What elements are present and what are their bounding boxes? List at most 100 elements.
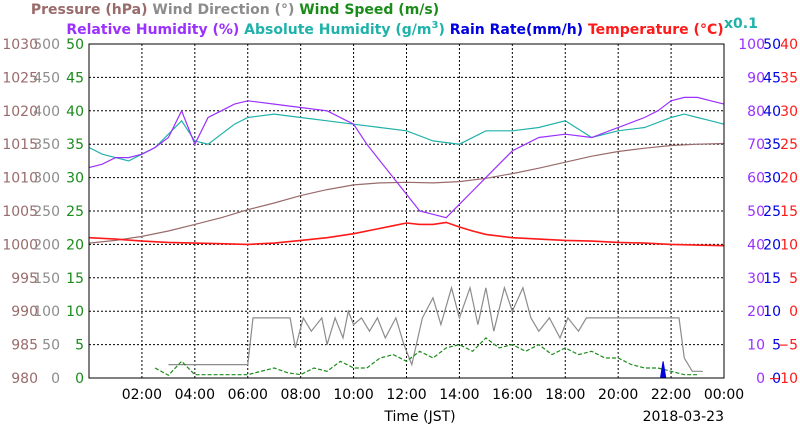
rain-rate-tick-label: 35: [763, 137, 781, 153]
wind-direction-tick-label: 50: [42, 338, 60, 354]
plot-frame: [88, 43, 725, 379]
pressure-tick-label: 990: [11, 304, 38, 320]
wind-direction-tick-label: 0: [51, 371, 60, 387]
date-label: 2018-03-23: [643, 409, 724, 425]
relative-humidity-tick-label: 0: [756, 371, 765, 387]
x-tick-label: 10:00: [333, 387, 373, 403]
wind-speed-tick-label: 25: [66, 204, 84, 220]
pressure-tick-label: 1030: [2, 37, 38, 53]
x-tick-label: 16:00: [492, 387, 532, 403]
legend-entry: Wind Speed (m/s): [294, 2, 439, 18]
x-tick-label: 06:00: [228, 387, 268, 403]
wind-speed-tick-label: 40: [66, 104, 84, 120]
legend-entry: Rain Rate(mm/h): [445, 22, 583, 38]
temperature-tick-label: 15: [780, 204, 798, 220]
relative-humidity-tick-label: 90: [747, 70, 765, 86]
temperature-tick-label: −5: [777, 338, 798, 354]
wind-speed-tick-label: 50: [66, 37, 84, 53]
rain-rate-tick-label: 0: [772, 371, 781, 387]
wind-speed-tick-label: 45: [66, 70, 84, 86]
wind-direction-tick-label: 150: [33, 271, 60, 287]
x-axis-title: Time (JST): [383, 409, 455, 425]
rain-rate-tick-label: 15: [763, 271, 781, 287]
legend-row-1: Pressure (hPa) Wind Direction (°) Wind S…: [31, 2, 439, 18]
series-wind-speed: [154, 337, 698, 377]
pressure-tick-label: 995: [11, 271, 38, 287]
rain-rate-tick-label: 25: [763, 204, 781, 220]
temperature-tick-label: 40: [780, 37, 798, 53]
x-axis: 02:00 04:00 06:00 08:00 10:00 12:00 14:00 16:00…: [122, 387, 744, 403]
scale-note: x0.1: [724, 16, 758, 32]
legend-entry: Relative Humidity (%): [66, 22, 239, 38]
pressure-tick-label: 1005: [2, 204, 38, 220]
relative-humidity-tick-label: 30: [747, 271, 765, 287]
wind-speed-tick-label: 35: [66, 137, 84, 153]
temperature-tick-label: 5: [789, 271, 798, 287]
wind-direction-tick-label: 250: [33, 204, 60, 220]
temperature-tick-label: 20: [780, 171, 798, 187]
left-axes: 1030102510201015101010051000995990985980…: [2, 37, 84, 387]
legend: Pressure (hPa) Wind Direction (°) Wind S…: [31, 2, 758, 38]
wind-direction-tick-label: 100: [33, 304, 60, 320]
pressure-tick-label: 980: [11, 371, 38, 387]
wind-direction-tick-label: 200: [33, 237, 60, 253]
right-axes: 1009080706050403020100504540353025201510…: [738, 37, 798, 387]
wind-direction-tick-label: 400: [33, 104, 60, 120]
rain-rate-tick-label: 50: [763, 37, 781, 53]
series-pressure: [88, 142, 725, 244]
temperature-tick-label: 35: [780, 70, 798, 86]
legend-superscript: 3: [432, 20, 439, 31]
pressure-tick-label: 1025: [2, 70, 38, 86]
rain-rate-tick-label: 20: [763, 237, 781, 253]
temperature-tick-label: 25: [780, 137, 798, 153]
grid: [89, 44, 724, 378]
rain-rate-tick-label: 5: [772, 338, 781, 354]
wind-speed-tick-label: 30: [66, 171, 84, 187]
x-tick-label: 12:00: [386, 387, 426, 403]
pressure-tick-label: 985: [11, 338, 38, 354]
legend-entry-close: ): [438, 22, 444, 38]
x-tick-label: 08:00: [280, 387, 320, 403]
temperature-tick-label: −10: [768, 371, 798, 387]
wind-direction-tick-label: 450: [33, 70, 60, 86]
rain-rate-tick-label: 45: [763, 70, 781, 86]
rain-rate-tick-label: 10: [763, 304, 781, 320]
pressure-tick-label: 1000: [2, 237, 38, 253]
rain-rate-tick-label: 30: [763, 171, 781, 187]
wind-speed-tick-label: 0: [75, 371, 84, 387]
x-tick-label: 02:00: [122, 387, 162, 403]
x-tick-label: 18:00: [545, 387, 585, 403]
relative-humidity-tick-label: 100: [738, 37, 765, 53]
series-temperature: [88, 221, 725, 247]
legend-entry: Absolute Humidity (g/m: [239, 22, 431, 38]
wind-speed-tick-label: 20: [66, 237, 84, 253]
wind-direction-tick-label: 350: [33, 137, 60, 153]
series-wind-direction: [168, 285, 703, 372]
relative-humidity-tick-label: 70: [747, 137, 765, 153]
wind-speed-tick-label: 15: [66, 271, 84, 287]
pressure-tick-label: 1015: [2, 137, 38, 153]
legend-entry: Pressure (hPa): [31, 2, 148, 18]
relative-humidity-tick-label: 80: [747, 104, 765, 120]
temperature-tick-label: 30: [780, 104, 798, 120]
rain-rate-tick-label: 40: [763, 104, 781, 120]
wind-direction-tick-label: 300: [33, 171, 60, 187]
wind-speed-tick-label: 10: [66, 304, 84, 320]
temperature-tick-label: 10: [780, 237, 798, 253]
relative-humidity-tick-label: 40: [747, 237, 765, 253]
relative-humidity-tick-label: 10: [747, 338, 765, 354]
x-tick-label: 00:00: [704, 387, 744, 403]
plot-border: [88, 43, 725, 379]
legend-entry: Temperature (°C): [583, 22, 724, 38]
relative-humidity-tick-label: 60: [747, 171, 765, 187]
pressure-tick-label: 1010: [2, 171, 38, 187]
legend-entry: Wind Direction (°): [148, 2, 295, 18]
legend-row-2: Relative Humidity (%) Absolute Humidity …: [66, 20, 723, 38]
wind-direction-tick-label: 500: [33, 37, 60, 53]
x-tick-label: 22:00: [651, 387, 691, 403]
relative-humidity-tick-label: 50: [747, 204, 765, 220]
wind-speed-tick-label: 5: [75, 338, 84, 354]
relative-humidity-tick-label: 20: [747, 304, 765, 320]
x-tick-label: 04:00: [175, 387, 215, 403]
